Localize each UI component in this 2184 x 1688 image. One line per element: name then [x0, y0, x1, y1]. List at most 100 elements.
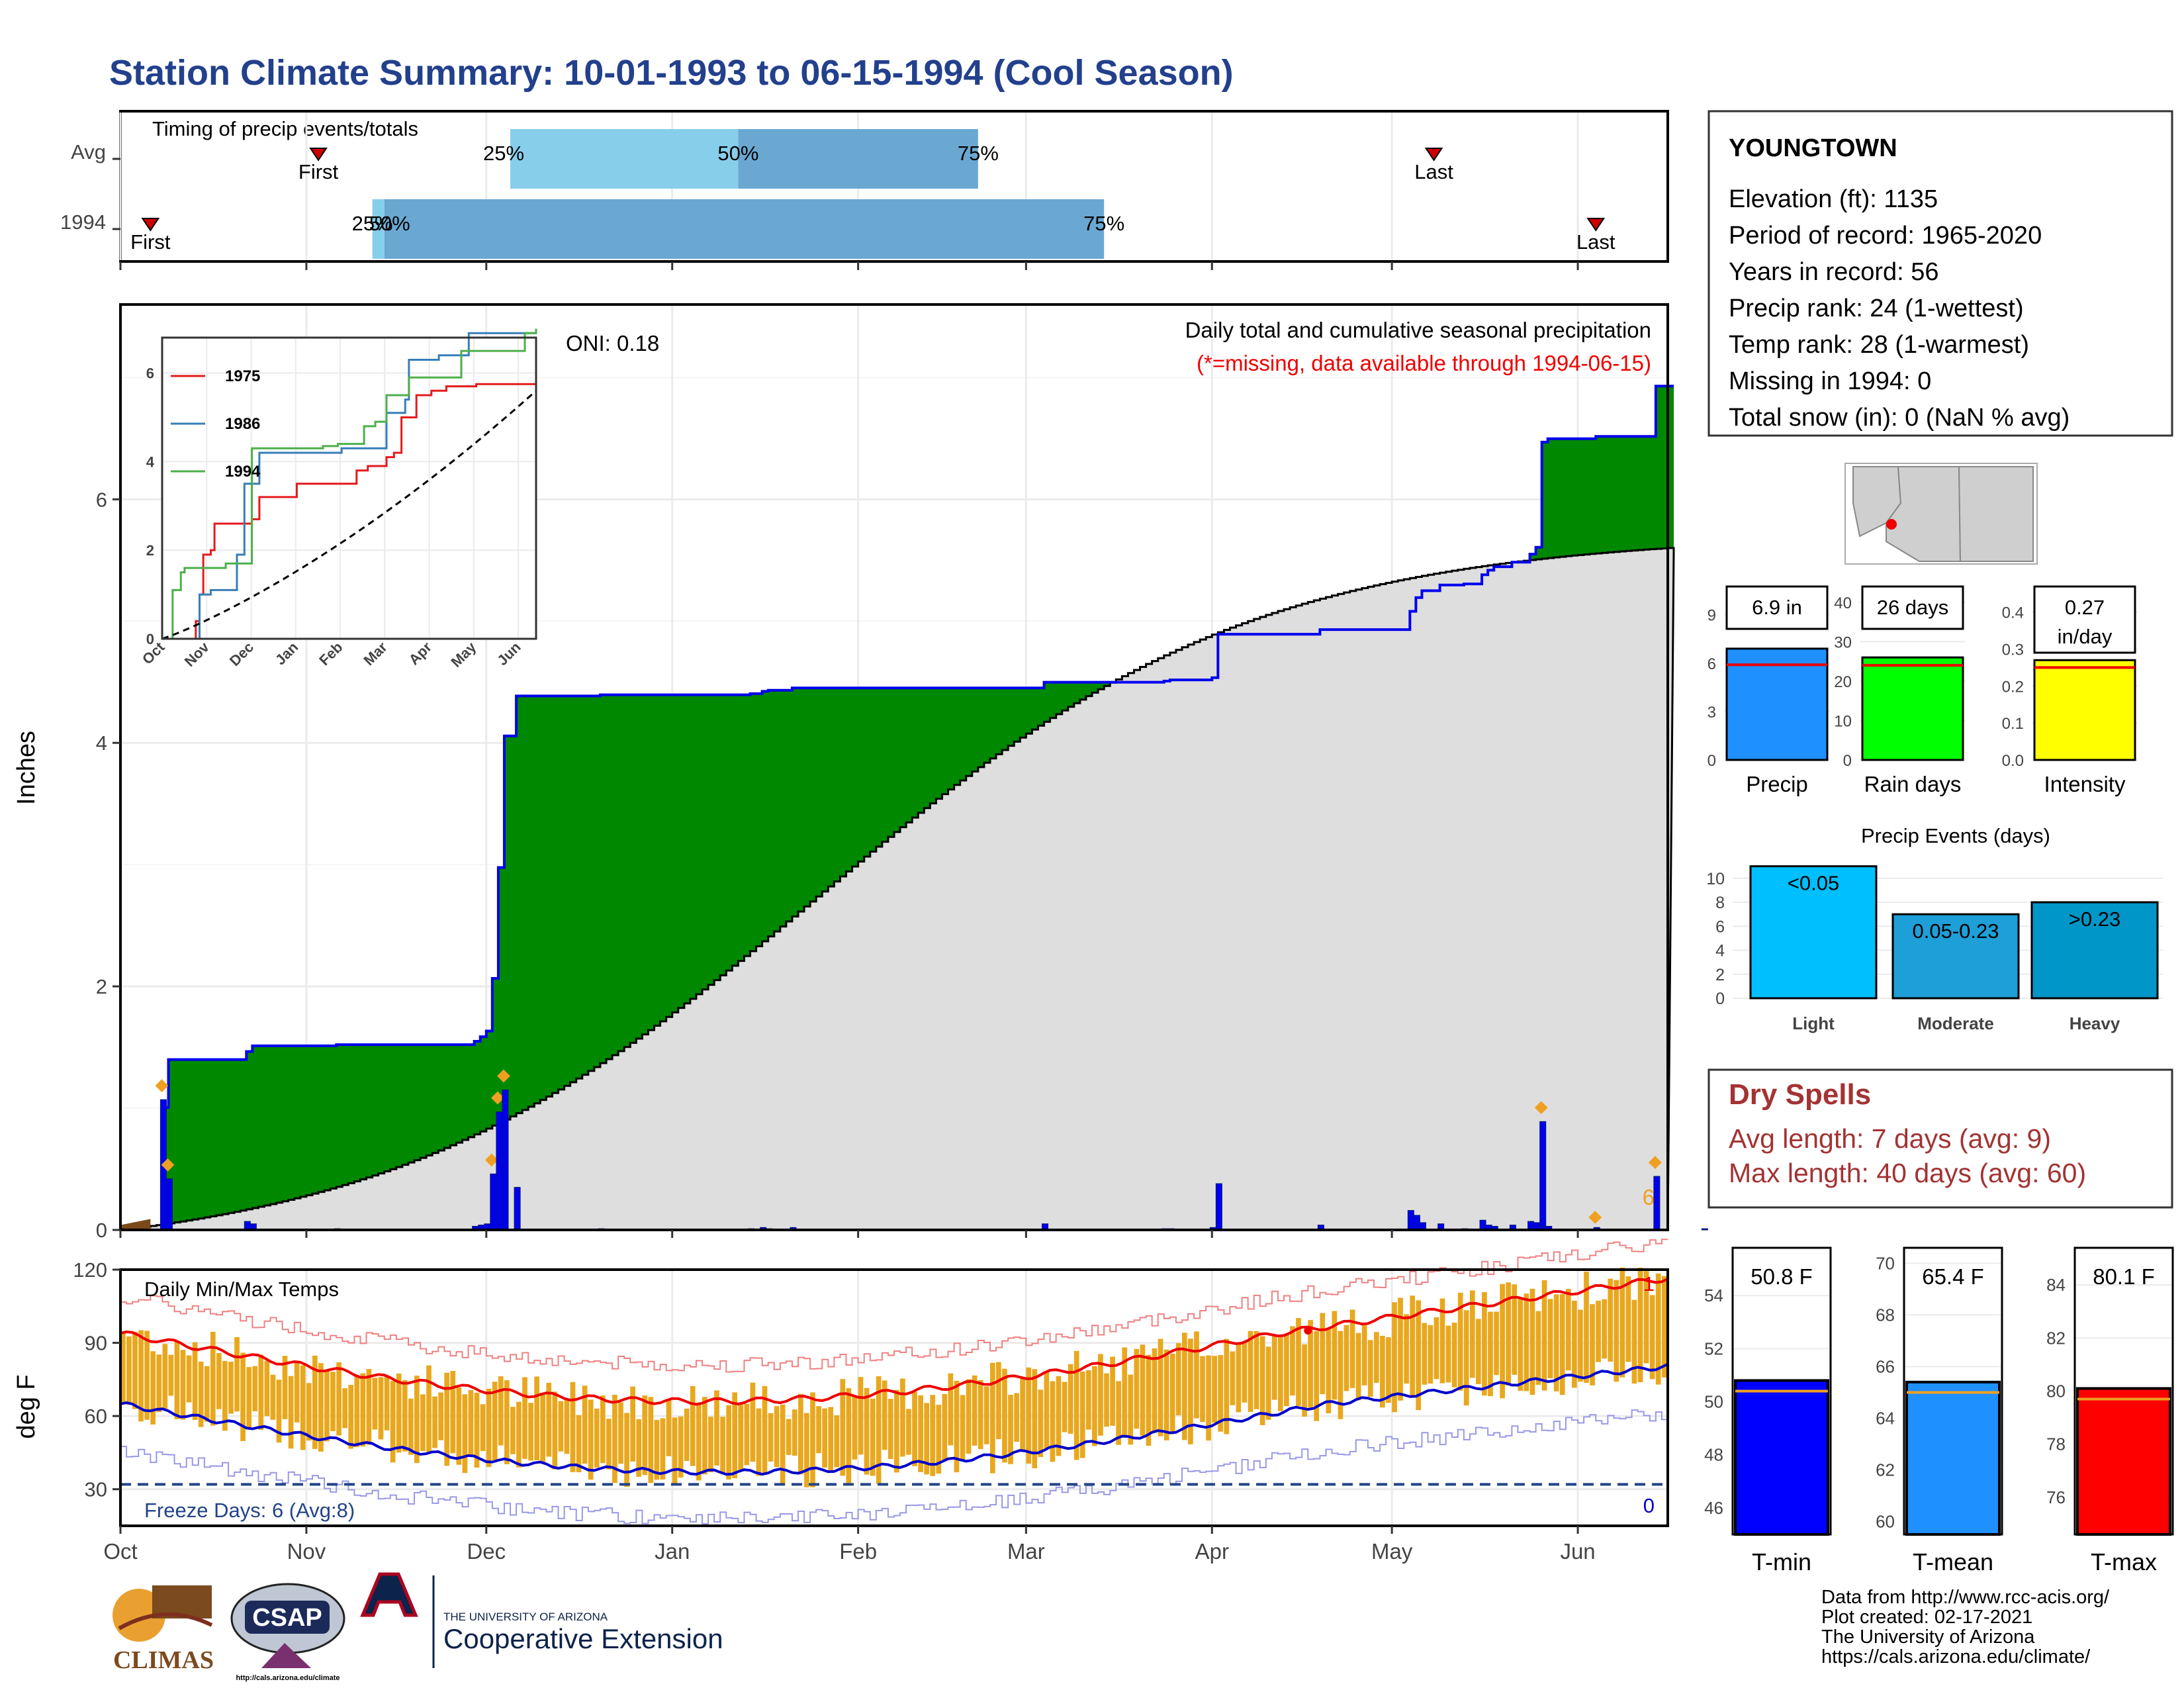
daily-temp-bar — [420, 1394, 426, 1451]
daily-temp-bar — [612, 1395, 617, 1483]
daily-temp-bar — [1212, 1356, 1217, 1423]
daily-precip-bar — [1413, 1215, 1420, 1231]
climas-logo: CLIMAS — [113, 1585, 214, 1674]
daily-temp-bar — [810, 1392, 815, 1487]
record-high-line — [120, 1239, 1668, 1373]
ua-main-text: Cooperative Extension — [443, 1623, 723, 1654]
daily-temp-bar — [1410, 1295, 1416, 1397]
daily-temp-bar — [354, 1376, 360, 1448]
month-label: May — [1371, 1539, 1413, 1564]
timing-bar-q2 — [372, 199, 385, 259]
precip-ytick-label: 0 — [96, 1219, 107, 1242]
daily-temp-bar — [306, 1383, 312, 1441]
daily-temp-bar — [678, 1416, 684, 1478]
daily-temp-bar — [474, 1392, 480, 1468]
daily-temp-bar — [1188, 1338, 1193, 1444]
mini-temp-value: 80.1 F — [2093, 1264, 2155, 1289]
daily-temp-bar — [887, 1399, 893, 1460]
precip-surplus-area — [120, 386, 1674, 1230]
mini-temp-tick: 70 — [1876, 1253, 1895, 1273]
daily-temp-bar — [960, 1395, 966, 1460]
daily-temp-bar — [1302, 1344, 1307, 1417]
mini-temp-tick: 66 — [1876, 1356, 1895, 1376]
daily-precip-bar — [1701, 1228, 1708, 1231]
daily-temp-bar — [1026, 1367, 1032, 1464]
event-bar-label: 0.05-0.23 — [1913, 919, 1999, 943]
timing-p75-label: 75% — [958, 142, 999, 165]
month-label: Feb — [839, 1539, 877, 1564]
inset-ytick-label: 0 — [146, 631, 154, 647]
daily-temp-bar — [1512, 1284, 1518, 1375]
daily-temp-bar — [1559, 1294, 1565, 1395]
daily-temp-bar — [534, 1376, 539, 1460]
daily-temp-bar — [438, 1392, 443, 1440]
daily-temp-bar — [786, 1419, 792, 1455]
daily-temp-bar — [1002, 1368, 1007, 1463]
daily-temp-bar — [906, 1409, 911, 1455]
record-low-line — [120, 1409, 1668, 1524]
daily-temp-bar — [546, 1382, 552, 1457]
mini-temp-value: 50.8 F — [1751, 1264, 1813, 1289]
daily-temp-bar — [1332, 1311, 1338, 1400]
daily-temp-bar — [1284, 1333, 1289, 1407]
temp-panel-label: Daily Min/Max Temps — [144, 1278, 339, 1301]
daily-temp-bar — [708, 1417, 713, 1473]
daily-precip-bar — [1539, 1121, 1547, 1231]
timing-marker — [141, 218, 160, 232]
mini-precip-label: Precip — [1746, 772, 1808, 796]
event-category-label: Light — [1792, 1013, 1835, 1033]
mini-temp-tick: 46 — [1704, 1498, 1723, 1518]
mini-temp-label: T-max — [2091, 1548, 2157, 1575]
daily-temp-bar — [1614, 1280, 1619, 1382]
mini-precip-bar-2 — [2033, 659, 2136, 761]
daily-temp-bar — [762, 1385, 768, 1475]
timing-p75-label: 75% — [1083, 212, 1124, 235]
daily-temp-bar — [942, 1393, 948, 1462]
daily-temp-bar — [1488, 1311, 1493, 1397]
daily-temp-bar — [822, 1408, 827, 1468]
oni-label: ONI: 0.18 — [566, 331, 659, 355]
month-label: Dec — [467, 1539, 506, 1564]
daily-temp-bar — [1608, 1278, 1614, 1362]
daily-temp-bar — [606, 1419, 612, 1470]
daily-temp-bar — [312, 1355, 318, 1449]
csap-logo-text: CSAP — [252, 1604, 322, 1632]
mini-precip-tick: 0 — [1843, 752, 1852, 770]
daily-temp-bar — [1380, 1335, 1385, 1408]
daily-temp-bar — [234, 1336, 240, 1412]
daily-temp-bar — [258, 1354, 264, 1430]
mini-precip-value: 6.9 in — [1752, 596, 1802, 619]
mini-temp-tick: 84 — [2046, 1275, 2066, 1295]
climas-logo-text: CLIMAS — [113, 1646, 214, 1674]
events-title: Precip Events (days) — [1861, 824, 2050, 847]
daily-temp-bar — [1637, 1267, 1643, 1383]
daily-temp-bar — [414, 1376, 420, 1464]
mini-precip-tick: 40 — [1834, 594, 1852, 612]
daily-temp-bar — [318, 1363, 324, 1452]
mini-precip-label: Rain days — [1864, 772, 1962, 796]
daily-temp-bar — [1128, 1374, 1134, 1445]
daily-temp-bar — [1092, 1366, 1097, 1446]
daily-temp-bar — [1158, 1338, 1163, 1436]
mini-precip-value-box — [1725, 585, 1829, 630]
daily-temp-bar — [1643, 1271, 1649, 1364]
event-bar-moderate — [1891, 913, 2020, 1000]
daily-temp-bar — [1367, 1340, 1373, 1397]
daily-temp-bar — [1482, 1291, 1487, 1396]
daily-precip-marker — [161, 1158, 175, 1172]
daily-temp-bar — [366, 1369, 372, 1445]
daily-temp-bar — [966, 1379, 972, 1454]
daily-temp-bar — [924, 1403, 930, 1475]
mini-temp-frame — [2073, 1246, 2174, 1536]
mini-temp-tick: 60 — [1876, 1511, 1895, 1531]
daily-temp-bar — [1547, 1299, 1553, 1378]
daily-precip-marker — [1588, 1211, 1602, 1224]
cumulative-precip-line — [120, 385, 1674, 1231]
mini-precip-tick: 0.4 — [2002, 604, 2024, 622]
credit-created: Plot created: 02-17-2021 — [1821, 1607, 2032, 1628]
temp-stats-panels: 46 48 50 52 54 50.8 F T-min 60 62 64 66 68 70 65.4 F T… — [1704, 1246, 2174, 1575]
deficit-area — [120, 1219, 151, 1230]
daily-temp-bar — [1079, 1372, 1085, 1458]
daily-temp-bar — [132, 1331, 138, 1409]
